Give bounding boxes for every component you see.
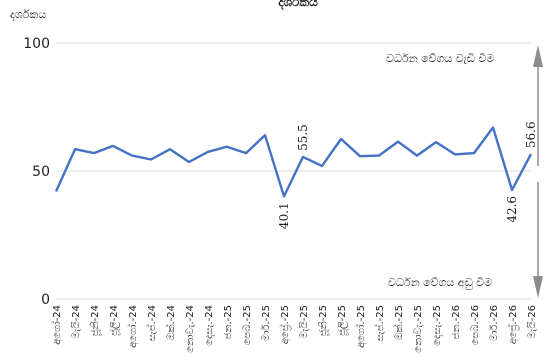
x-tick-label: මාර්.-25: [260, 305, 272, 341]
x-tick-label: ජූනි-25: [318, 305, 329, 336]
upper-annotation: වර්ධන වේගය වැඩි වීම: [386, 52, 494, 65]
x-tick-label: අප්‍රේ.-25: [278, 305, 291, 344]
x-tick-label: මැයි-26: [527, 305, 538, 339]
x-axis-ticks: අගෝ-24 මැයි-24 ජූනි-24 ජූලි-24 අගෝ.-24 සැප්.-…: [50, 305, 538, 353]
x-tick-label: ජූලි-25: [337, 305, 348, 336]
series-lines: [54, 126, 533, 198]
x-tick-label: දෙසැ.-24: [204, 305, 215, 346]
x-tick-label: ඔක්.-25: [392, 305, 405, 340]
x-tick-label: මැයි-24: [71, 305, 82, 339]
x-tick-label: මාර්.-26: [488, 305, 500, 341]
y-axis-label: දර්ශකය: [10, 8, 46, 21]
data-label: 42.6: [505, 196, 519, 223]
x-tick-label: දෙසැ.-25: [432, 305, 443, 346]
x-tick-label: ජූනි-24: [90, 305, 101, 336]
x-tick-label: පෙබ.-25: [242, 305, 253, 345]
arrow-down-head: [533, 276, 543, 298]
y-axis-ticks: 0 50 100: [23, 36, 50, 308]
x-tick-label: අගෝ.-25: [354, 305, 367, 348]
chart-title: දර්ශකය: [278, 0, 318, 10]
x-tick-label: මැයි-25: [299, 305, 310, 339]
y-tick-label: 50: [32, 164, 50, 180]
x-tick-label: සැප්.-24: [145, 305, 158, 341]
y-tick-label: 100: [23, 36, 50, 52]
growth-arrow: [533, 45, 543, 298]
x-tick-label: ජූලි-24: [109, 305, 120, 336]
data-label: 40.1: [277, 202, 291, 229]
x-tick-label: සැප්.-25: [373, 305, 386, 341]
data-label: 56.6: [524, 121, 538, 148]
x-tick-label: පෙබ.-26: [470, 305, 481, 345]
lower-annotation: වර්ධන වේගය අඩු වීම: [388, 276, 492, 290]
x-tick-label: අගෝ-24: [50, 305, 63, 345]
x-tick-label: නොවැ.-25: [413, 305, 424, 353]
y-tick-label: 0: [41, 292, 50, 308]
arrow-up-head: [533, 45, 543, 67]
x-tick-label: අගෝ.-24: [126, 305, 139, 348]
series-line: [54, 126, 533, 198]
x-tick-label: ඔක්.-24: [164, 305, 177, 340]
x-tick-label: අප්‍රේ.-26: [506, 305, 519, 344]
x-tick-label: ජන.-25: [223, 305, 234, 339]
data-labels: 40.1 55.5 42.6 56.6: [277, 121, 538, 229]
gridlines: [56, 42, 531, 300]
data-label: 55.5: [296, 124, 310, 151]
x-tick-label: ජන.-26: [451, 305, 462, 339]
x-tick-label: නොවැ.-24: [185, 305, 196, 353]
